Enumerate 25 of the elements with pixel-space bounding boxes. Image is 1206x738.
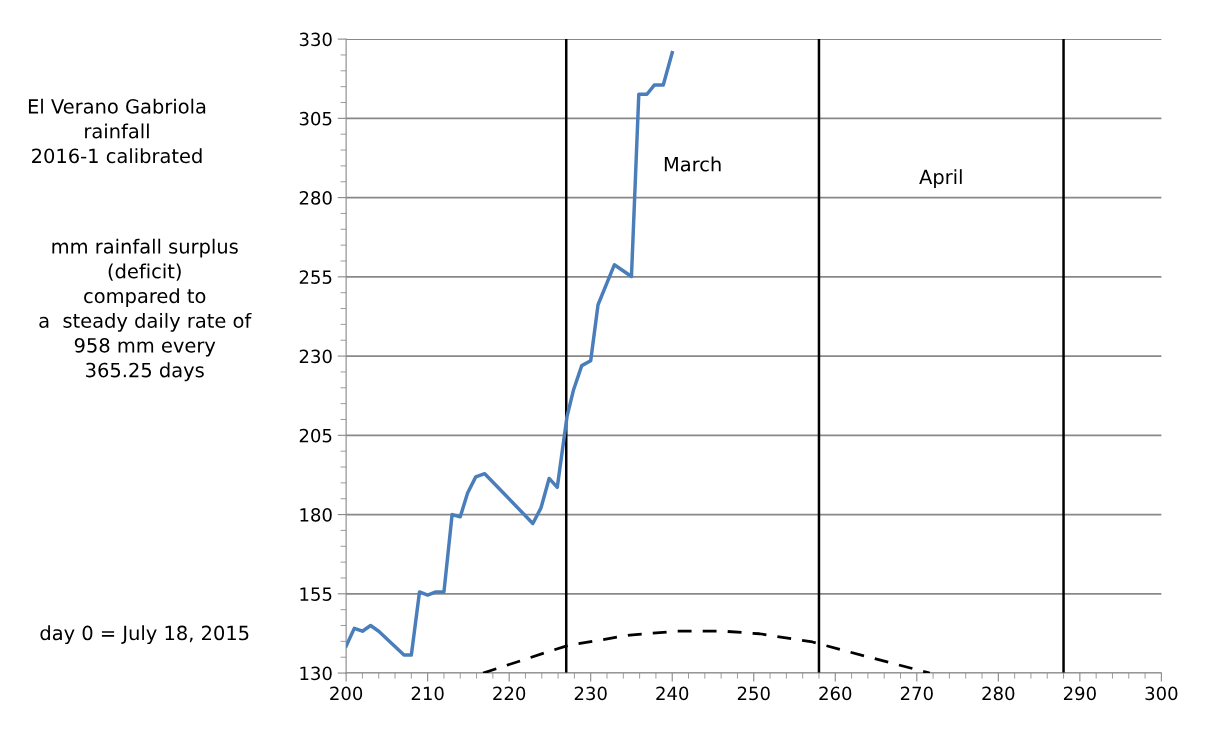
- x-tick-label: 220: [493, 686, 526, 701]
- x-tick-label: 280: [982, 686, 1015, 701]
- x-tick-label: 210: [411, 686, 444, 701]
- text: mm rainfall surplus (deficit) compared to a steady daily rate of 958 mm every 365.25 days: [39, 238, 252, 382]
- x-tick-label: 290: [1063, 686, 1096, 701]
- y-tick-label: 230: [299, 349, 332, 364]
- x-tick-label: 250: [737, 686, 770, 701]
- y-tick-label: 305: [299, 111, 332, 126]
- y-tick-label: 280: [299, 191, 332, 205]
- annotation: March: [664, 156, 721, 172]
- y-tick-label: 130: [300, 666, 332, 681]
- y-tick-label: 155: [300, 587, 332, 601]
- y-tick-label: 330: [299, 32, 332, 47]
- x-tick-label: 300: [1145, 686, 1178, 701]
- x-tick-label: 270: [900, 686, 933, 701]
- y-tick-label: 180: [300, 508, 332, 522]
- text: day 0 = July 18, 2015: [40, 625, 249, 645]
- y-tick-label: 205: [299, 428, 332, 443]
- x-tick-label: 240: [656, 686, 689, 701]
- y-tick-label: 255: [299, 270, 332, 284]
- x-tick-label: 260: [819, 686, 852, 701]
- text: El Verano Gabriola rainfall 2016-1 calibrated: [28, 98, 206, 164]
- x-tick-label: 230: [574, 686, 607, 701]
- x-tick-label: 200: [330, 686, 363, 701]
- annotation: April: [919, 169, 962, 188]
